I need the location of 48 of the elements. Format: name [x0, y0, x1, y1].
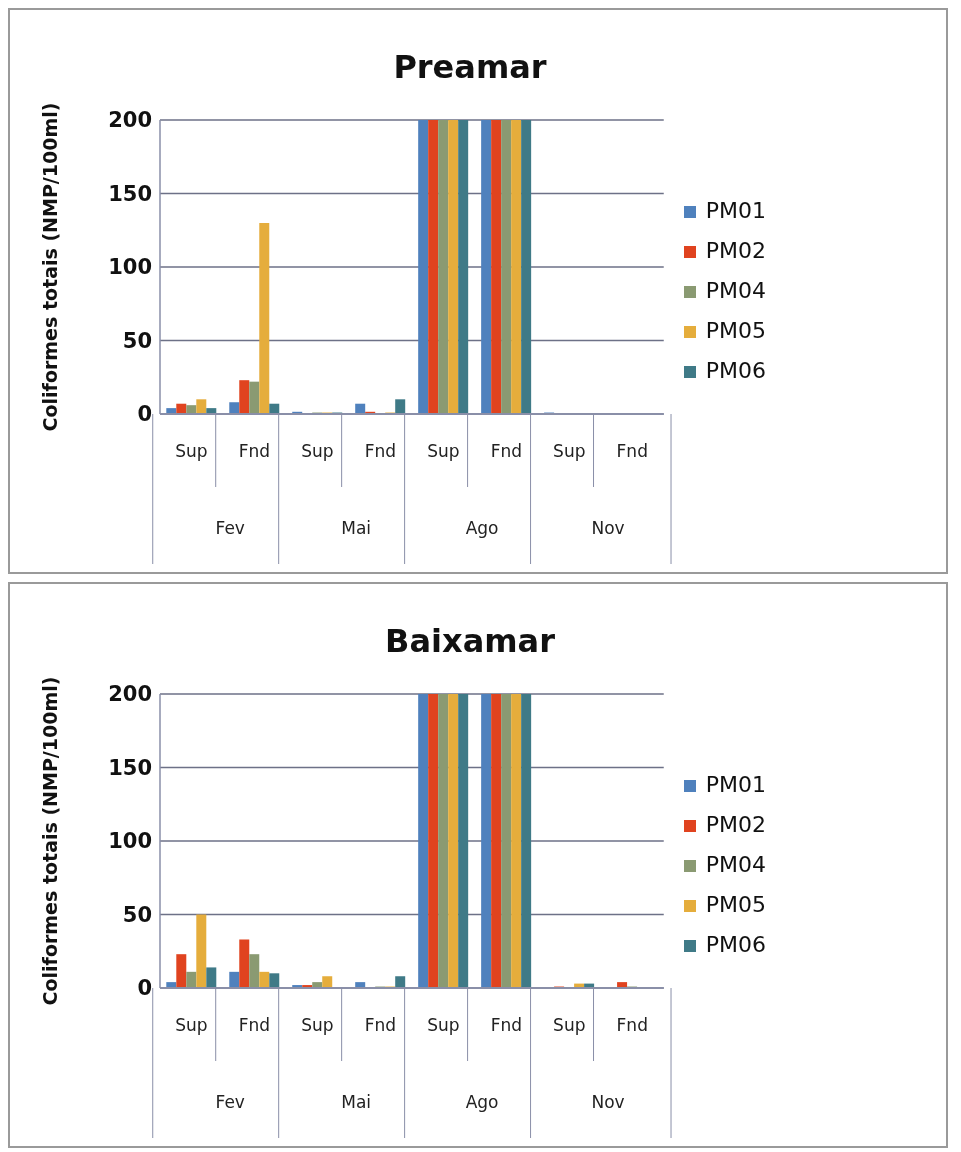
legend-label: PM02: [705, 238, 766, 263]
y-tick-label: 200: [108, 682, 152, 707]
text: Nov: [591, 518, 625, 538]
y-axis-title: Coliformes totais (NMP/100ml): [38, 676, 61, 1006]
legend-label: PM01: [705, 198, 766, 223]
legend-label: PM06: [705, 932, 766, 957]
y-tick-label: 0: [137, 402, 152, 427]
x-tick-label: Sup: [175, 441, 208, 461]
y-tick-label: 200: [108, 108, 152, 133]
x-tick-label: Sup: [301, 441, 334, 461]
x-tick-label: Fnd: [238, 1015, 271, 1035]
x-tick-label: Fnd: [490, 1015, 522, 1035]
y-tick-label: 150: [108, 181, 152, 206]
y-tick-label: 50: [122, 328, 152, 353]
y-tick-label: 150: [108, 755, 152, 780]
legend-label: PM02: [705, 812, 766, 837]
chart-title: Preamar: [392, 48, 548, 86]
x-tick-label: Sup: [175, 1015, 208, 1035]
text: Ago: [465, 1092, 499, 1112]
y-tick-label: 100: [108, 255, 152, 280]
chart-title: Baixamar: [384, 622, 556, 660]
text: Fev: [215, 1092, 245, 1112]
y-tick-label: 0: [137, 976, 152, 1001]
legend-label: PM04: [705, 278, 766, 303]
x-tick-label: Sup: [427, 1015, 460, 1035]
legend-label: PM01: [705, 772, 766, 797]
legend-label: PM05: [705, 892, 766, 917]
text: Nov: [591, 1092, 625, 1112]
x-tick-label: Fnd: [616, 1015, 648, 1035]
text: Mai: [341, 518, 372, 538]
legend-label: PM05: [705, 318, 766, 343]
text: Fev: [215, 518, 245, 538]
y-axis-title: Coliformes totais (NMP/100ml): [38, 102, 61, 432]
x-tick-label: Fnd: [238, 441, 271, 461]
x-tick-label: Fnd: [364, 1015, 397, 1035]
x-tick-label: Sup: [427, 441, 460, 461]
text: Ago: [465, 518, 499, 538]
x-tick-label: Fnd: [364, 441, 397, 461]
legend-label: PM06: [705, 358, 766, 383]
legend-label: PM04: [705, 852, 766, 877]
x-tick-label: Sup: [301, 1015, 334, 1035]
x-tick-label: Sup: [553, 441, 586, 461]
x-tick-label: Sup: [553, 1015, 586, 1035]
y-tick-label: 100: [108, 829, 152, 854]
x-tick-label: Fnd: [616, 441, 648, 461]
y-tick-label: 50: [122, 902, 152, 927]
x-tick-label: Fnd: [490, 441, 522, 461]
text: Mai: [341, 1092, 372, 1112]
